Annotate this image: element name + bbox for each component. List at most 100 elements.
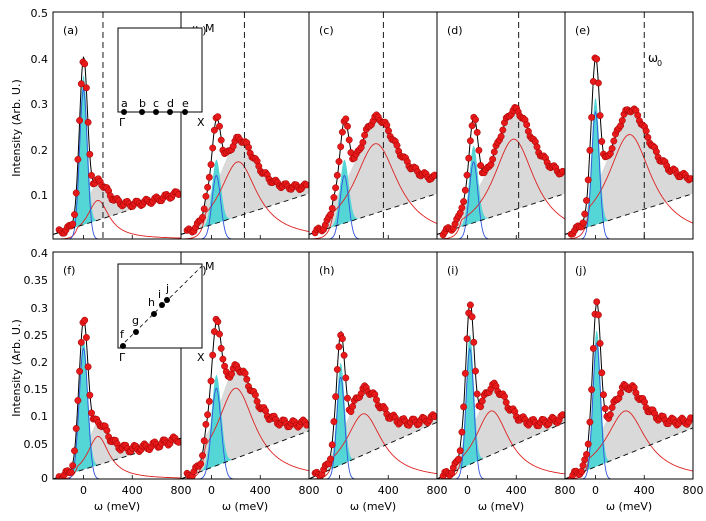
x-tick-label: 400 <box>378 484 399 497</box>
sharp-peak-line <box>437 346 565 479</box>
panel-plot-area <box>181 315 309 479</box>
ylabel-bottom: Intensity (Arb. U.) <box>10 319 23 417</box>
broad-peak-line <box>181 161 309 239</box>
data-point <box>463 335 471 343</box>
ytick-label: 0.4 <box>31 247 49 260</box>
data-point <box>466 301 474 309</box>
omega0-annotation: ω 0 <box>648 51 662 68</box>
data-point <box>205 173 213 181</box>
panel-c: (c) <box>308 11 438 240</box>
inset-bottom-label-x: X <box>197 351 205 364</box>
sharp-peak-line <box>53 87 181 239</box>
ytick-label: 0.35 <box>24 274 49 287</box>
x-tick-label: 800 <box>555 484 576 497</box>
data-point <box>337 143 345 151</box>
data-point <box>472 367 479 375</box>
sharp-peak-fill <box>565 97 693 235</box>
x-tick-label: 0 <box>592 484 599 497</box>
panel-plot-area <box>53 12 181 239</box>
panel-plot-area <box>565 298 693 479</box>
data-point <box>333 171 341 179</box>
ytick-label: 0.1 <box>31 189 49 202</box>
data-point <box>216 330 223 338</box>
data-point <box>478 397 486 405</box>
sharp-peak-fill <box>437 334 565 479</box>
ytick-label: 0.05 <box>24 438 49 451</box>
data-point <box>328 441 336 449</box>
sharp-peak-fill <box>565 330 693 479</box>
data-point <box>71 211 78 219</box>
panel-frame <box>564 251 694 480</box>
data-point <box>455 455 462 463</box>
ylabel-top: Intensity (Arb. U.) <box>10 79 23 177</box>
data-point <box>593 298 601 306</box>
data-point <box>431 413 437 421</box>
x-axis-label: ω (meV) <box>478 500 524 513</box>
data-point <box>209 144 217 152</box>
data-point <box>207 377 215 385</box>
data-point <box>586 418 594 426</box>
bottom-yticks: 0.4 0.35 0.3 0.25 0.2 0.15 0.1 0.05 0 <box>24 247 49 485</box>
data-point <box>76 117 84 124</box>
data-point <box>584 440 592 448</box>
ytick-label: 0.5 <box>31 7 49 20</box>
data-point <box>502 398 510 406</box>
x-tick-label: 800 <box>427 484 448 497</box>
sharp-peak-line <box>181 387 309 479</box>
data-point <box>69 220 77 228</box>
broad-peak-line <box>437 138 565 239</box>
data-point <box>583 197 590 204</box>
inset-top-box <box>117 27 203 113</box>
panel-i: (i) 0 400 800 ω (meV) <box>436 251 576 513</box>
data-point <box>209 351 217 359</box>
data-point <box>330 194 338 201</box>
panel-plot-area <box>309 12 437 239</box>
data-point <box>431 171 437 179</box>
ytick-label: 0 <box>41 472 48 485</box>
data-point <box>606 411 614 419</box>
data-point <box>559 167 565 175</box>
data-point <box>216 122 223 130</box>
data-point <box>88 409 95 417</box>
data-point <box>344 122 351 130</box>
broad-peak-line <box>309 143 437 239</box>
inset-top-point <box>139 109 145 115</box>
background-line <box>181 430 309 479</box>
data-point <box>383 121 391 129</box>
background-line <box>565 427 693 479</box>
data-point <box>338 335 346 343</box>
data-point <box>687 175 693 183</box>
inset-bottom-point-label: j <box>165 282 169 295</box>
data-point <box>82 84 90 92</box>
panel-plot-area <box>437 301 565 479</box>
data-point <box>330 418 338 426</box>
data-point <box>594 311 602 319</box>
data-point <box>600 391 607 399</box>
data-point <box>72 425 80 432</box>
sharp-peak-line <box>565 110 693 239</box>
data-point <box>86 391 94 399</box>
data-point <box>245 143 252 151</box>
data-point <box>197 460 205 468</box>
data-point <box>67 468 75 476</box>
sharp-peak-fill <box>181 375 309 479</box>
data-point <box>499 126 507 134</box>
data-point <box>332 393 340 401</box>
broad-peak-line <box>437 410 565 479</box>
data-point <box>477 403 485 411</box>
data-point <box>617 389 625 397</box>
panel-plot-area <box>437 12 565 239</box>
panel-plot-area <box>565 12 693 239</box>
data-point <box>393 141 401 149</box>
broad-peak-line <box>565 410 693 479</box>
background-line <box>181 193 309 235</box>
data-point <box>243 375 251 383</box>
panel-e: (e) <box>564 11 694 240</box>
data-point <box>328 204 336 212</box>
inset-top-point-label: a <box>121 97 128 110</box>
inset-top-point <box>121 109 127 115</box>
data-point <box>303 181 309 189</box>
